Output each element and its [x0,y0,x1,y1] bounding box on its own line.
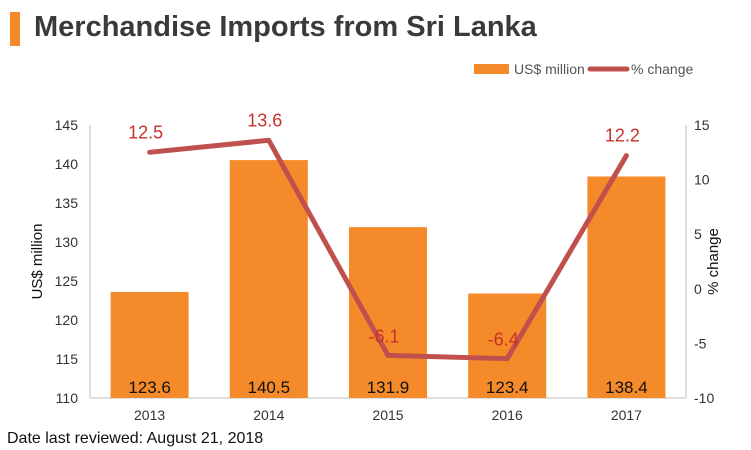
x-tick-label: 2015 [372,407,403,423]
bar [349,227,427,398]
y-tick-label: 140 [55,156,79,172]
x-tick-label: 2013 [134,407,165,423]
y-tick-label: 145 [55,117,79,133]
x-tick-label: 2016 [492,407,523,423]
y2-tick-label: -10 [694,390,714,406]
y-tick-label: 110 [56,390,79,406]
y-axis-title: US$ million [29,224,46,300]
y2-tick-label: 10 [694,172,710,188]
bar-value-label: 131.9 [367,378,410,397]
legend-line-label: % change [631,61,693,77]
x-tick-label: 2014 [253,407,284,423]
chart-title: Merchandise Imports from Sri Lanka [34,11,537,43]
line-value-label: 12.2 [605,126,640,146]
title-accent-bar [10,12,20,46]
bar-value-label: 140.5 [248,378,291,397]
bar [229,160,308,398]
y-tick-label: 125 [55,273,79,289]
bar-value-label: 123.4 [486,378,529,397]
line-value-label: -6.1 [368,326,399,346]
line-value-label: 13.6 [247,110,282,130]
y2-tick-label: -5 [694,335,707,351]
y-tick-label: 135 [55,195,79,211]
bar [110,291,189,398]
y-tick-label: 130 [55,234,79,250]
line-percent-change [147,137,629,362]
y2-tick-label: 15 [694,117,710,133]
legend-bar-label: US$ million [514,61,585,77]
footer-note: Date last reviewed: August 21, 2018 [7,430,264,447]
y-tick-label: 115 [56,351,79,367]
bar [587,176,666,398]
bar-value-label: 123.6 [128,378,171,397]
y2-tick-label: 0 [694,281,702,297]
line-value-label: -6.4 [488,330,519,350]
y-tick-label: 120 [55,312,79,328]
x-tick-label: 2017 [611,407,642,423]
bar-value-label: 138.4 [605,378,648,397]
y2-tick-label: 5 [694,226,702,242]
y2-axis-title: % change [705,228,722,295]
line-value-label: 12.5 [128,122,163,142]
legend-bar-swatch [474,64,509,74]
